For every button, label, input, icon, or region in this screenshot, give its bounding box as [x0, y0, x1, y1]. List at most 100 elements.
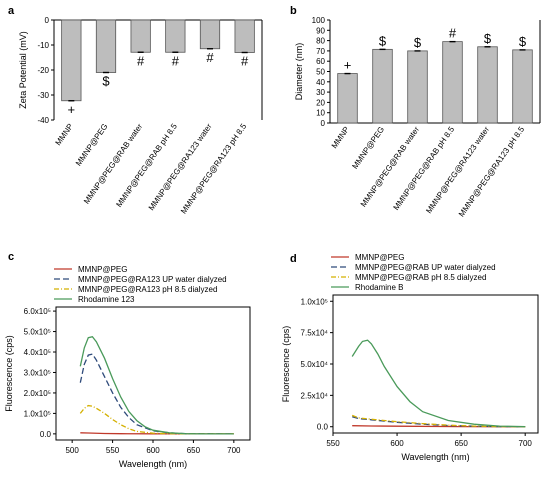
bar	[442, 41, 463, 124]
plot-frame	[332, 294, 539, 434]
x-tick-label: 700	[519, 439, 533, 448]
y-tick-label: -10	[37, 41, 49, 50]
legend-label: Rhodamine B	[355, 283, 403, 292]
y-tick-label: 100	[312, 16, 326, 25]
y-axis-label: Zeta Potential (mV)	[18, 31, 28, 109]
bar	[61, 19, 82, 102]
y-tick-label: 10	[316, 109, 325, 118]
legend-label: MMNP@PEG@RAB UP water dialyzed	[355, 263, 496, 272]
y-axis-label: Fluorescence (cps)	[4, 335, 14, 412]
line-chart-d: 550 600 650 700 0.0 2.5x10⁴ 5.0x10⁴ 7.5x10⁴ 1.0x…	[281, 253, 539, 462]
x-tick-label: 700	[227, 446, 241, 455]
line-chart-c: 500 550 600 650 700 0.0 1.0x10⁵ 2.0x10⁵ 3.0x10⁵ 4…	[4, 265, 251, 469]
y-tick-label: 20	[316, 98, 325, 107]
y-tick-label: 5.0x10⁴	[301, 360, 329, 369]
bar	[199, 19, 221, 50]
y-tick-label: -20	[37, 66, 49, 75]
y-tick-label: 4.0x10⁵	[24, 348, 51, 357]
category-label: MMNP@PEG@RA123 pH 8.5	[179, 122, 249, 216]
significance-marker: #	[206, 50, 214, 65]
series-line	[79, 353, 234, 435]
y-tick-label: 2.0x10⁵	[24, 389, 51, 398]
legend-label: MMNP@PEG@RAB pH 8.5 dialyzed	[355, 273, 486, 282]
significance-marker: $	[519, 34, 527, 49]
series-line	[351, 414, 526, 428]
category-label: MMNP@PEG@RAB water	[359, 125, 422, 209]
y-tick-label: 60	[316, 57, 325, 66]
panel-label-b: b	[290, 5, 297, 17]
y-tick-label: 3.0x10⁵	[24, 368, 51, 377]
y-axis-label: Fluorescence (cps)	[281, 326, 291, 403]
series-line	[351, 339, 526, 428]
x-tick-label: 650	[187, 446, 201, 455]
bar	[95, 19, 117, 73]
y-tick-label: 5.0x10⁵	[24, 328, 51, 337]
bar	[234, 19, 255, 53]
category-label: MMNP@PEG@RA123 pH 8.5	[457, 125, 527, 219]
y-tick-label: 1.0x10⁵	[24, 409, 51, 418]
y-tick-label: 0	[45, 16, 50, 25]
bar-chart-a: 0 -10 -20 -30 -40 Zeta Potential (mV) + MMNP $ MM…	[18, 16, 263, 216]
category-label: MMNP@PEG@RAB water	[82, 122, 145, 206]
category-label: MMNP@PEG@RA123 water	[424, 125, 491, 215]
y-tick-label: 70	[316, 47, 325, 56]
panel-label-d: d	[290, 253, 297, 265]
x-axis-label: Wavelength (nm)	[119, 459, 187, 469]
y-tick-label: 90	[316, 26, 325, 35]
x-tick-label: 600	[146, 446, 160, 455]
category-label: MMNP@PEG@RAB pH 8.5	[392, 125, 457, 212]
y-tick-label: 0.0	[40, 430, 52, 439]
bar	[477, 46, 498, 124]
bar	[512, 49, 533, 124]
x-tick-label: 500	[65, 446, 79, 455]
x-tick-label: 550	[326, 439, 340, 448]
bar	[372, 48, 393, 124]
significance-marker: #	[241, 54, 249, 69]
significance-marker: #	[172, 53, 180, 68]
category-label: MMNP@PEG@RA123 water	[147, 122, 214, 212]
category-label: MMNP@PEG@RAB pH 8.5	[114, 122, 179, 209]
y-tick-label: -40	[37, 116, 49, 125]
y-tick-label: 30	[316, 88, 325, 97]
y-tick-label: 50	[316, 68, 325, 77]
y-axis-label: Diameter (nm)	[294, 43, 304, 101]
y-tick-label: 2.5x10⁴	[301, 391, 329, 400]
significance-marker: $	[102, 74, 110, 89]
y-tick-label: 1.0x10⁵	[301, 297, 328, 306]
significance-marker: $	[414, 35, 422, 50]
y-tick-label: 0.0	[317, 423, 329, 432]
legend-label: MMNP@PEG	[355, 253, 404, 262]
series-line	[79, 335, 234, 435]
y-tick-label: -30	[37, 91, 49, 100]
bar	[407, 50, 428, 124]
panel-label-c: c	[8, 251, 14, 263]
bar	[130, 19, 151, 53]
x-axis-label: Wavelength (nm)	[401, 452, 469, 462]
significance-marker: #	[449, 26, 457, 41]
significance-marker: +	[344, 58, 352, 73]
series-line	[79, 404, 234, 435]
y-tick-label: 7.5x10⁴	[301, 329, 329, 338]
significance-marker: $	[484, 31, 492, 46]
legend-label: Rhodamine 123	[78, 295, 135, 304]
panel-label-a: a	[8, 5, 15, 17]
legend-label: MMNP@PEG@RA123 UP water dialyzed	[78, 275, 227, 284]
category-label: MMNP	[54, 122, 75, 147]
y-tick-label: 6.0x10⁵	[24, 307, 51, 316]
bar	[165, 19, 186, 53]
plot-frame	[55, 306, 251, 441]
significance-marker: #	[137, 53, 145, 68]
bar	[337, 73, 358, 124]
significance-marker: $	[379, 33, 387, 48]
y-tick-label: 0	[321, 119, 326, 128]
legend-label: MMNP@PEG	[78, 265, 127, 274]
category-label: MMNP	[330, 125, 351, 150]
category-label: MMNP@PEG	[74, 122, 110, 168]
x-tick-label: 650	[454, 439, 468, 448]
y-tick-label: 40	[316, 78, 325, 87]
x-tick-label: 600	[390, 439, 404, 448]
legend-label: MMNP@PEG@RA123 pH 8.5 dialyzed	[78, 285, 217, 294]
x-tick-label: 550	[106, 446, 120, 455]
